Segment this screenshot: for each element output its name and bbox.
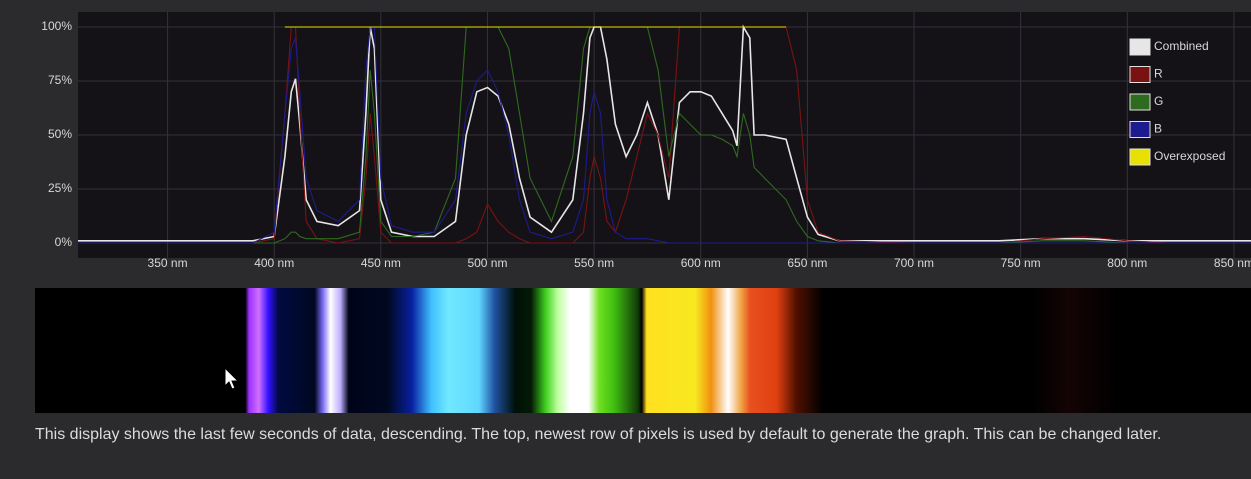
legend-swatch: [1130, 94, 1150, 110]
legend-label: B: [1154, 122, 1162, 136]
x-tick-label: 700 nm: [894, 256, 934, 270]
x-tick-label: 550 nm: [574, 256, 614, 270]
x-tick-label: 800 nm: [1107, 256, 1147, 270]
y-tick-label: 75%: [48, 73, 72, 87]
legend-swatch: [1130, 39, 1150, 55]
y-tick-label: 50%: [48, 127, 72, 141]
x-tick-label: 400 nm: [254, 256, 294, 270]
legend-label: Overexposed: [1154, 149, 1225, 163]
spectrum-waterfall: [35, 288, 1251, 413]
legend-label: Combined: [1154, 39, 1209, 53]
x-tick-label: 600 nm: [681, 256, 721, 270]
caption: This display shows the last few seconds …: [35, 423, 1240, 447]
x-tick-label: 650 nm: [787, 256, 827, 270]
legend-label: R: [1154, 67, 1163, 81]
x-tick-label: 500 nm: [467, 256, 507, 270]
legend-label: G: [1154, 94, 1163, 108]
legend-swatch: [1130, 149, 1150, 165]
chart: 0% 25% 50% 75% 100% 350 nm 400 nm 450 nm 500 nm 5…: [0, 0, 1251, 279]
legend-swatch: [1130, 122, 1150, 138]
x-tick-label: 850 nm: [1214, 256, 1251, 270]
page: 0% 25% 50% 75% 100% 350 nm 400 nm 450 nm 500 nm 5…: [0, 0, 1251, 479]
y-tick-label: 0%: [55, 235, 73, 249]
x-tick-label: 750 nm: [1001, 256, 1041, 270]
y-tick-label: 100%: [41, 19, 72, 33]
y-tick-label: 25%: [48, 181, 72, 195]
x-tick-label: 350 nm: [148, 256, 188, 270]
x-tick-label: 450 nm: [361, 256, 401, 270]
legend-swatch: [1130, 67, 1150, 83]
